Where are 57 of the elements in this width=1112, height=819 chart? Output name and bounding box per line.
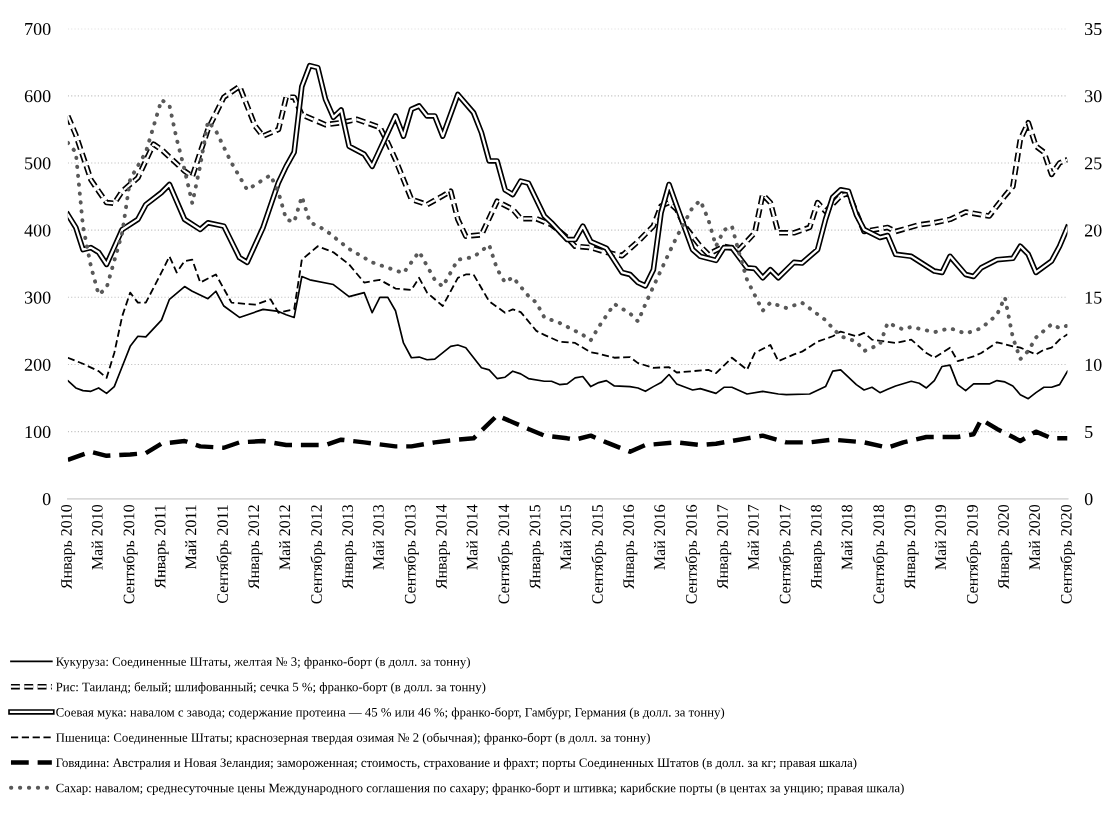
y-tick-label: 300 <box>24 291 51 304</box>
legend-label: Кукуруза: Соединенные Штаты, желтая № 3; франко-борт (в долл. за тонну) <box>56 656 470 669</box>
legend-label: Пшеница: Соединенные Штаты; краснозерная твердая озимая № 2 (обычная); франко-борт (в долл. за тонну) <box>56 732 650 745</box>
x-tick-label: Сентябрь 2019 <box>966 504 982 604</box>
line-series <box>67 97 1068 362</box>
x-tick-label: Сентябрь 2017 <box>778 504 794 604</box>
x-tick-label: Январь 2015 <box>529 504 544 590</box>
y2-tick-label: 5 <box>1085 426 1093 439</box>
y2-tick-label: 35 <box>1085 22 1102 36</box>
legend-label: Сахар: навалом; среднесуточные цены Международного соглашения по сахару; франко-борт и штивка; карибские порты (в центах за унцию; правая шкала) <box>56 783 904 795</box>
y-tick-label: 400 <box>24 224 51 237</box>
x-tick-label: Январь 2014 <box>435 504 450 590</box>
x-tick-label: Сентябрь 2016 <box>685 504 701 604</box>
y-tick-label: 0 <box>42 493 51 506</box>
x-tick-label: Май 2013 <box>372 504 384 570</box>
x-tick-label: Сентябрь 2014 <box>497 504 513 604</box>
x-tick-label: Май 2020 <box>1028 504 1040 570</box>
x-tick-label: Январь 2017 <box>717 504 732 590</box>
x-tick-label: Январь 2012 <box>248 505 263 590</box>
x-tick-label: Сентябрь 2011 <box>216 505 232 603</box>
y2-tick-label: 10 <box>1085 358 1102 371</box>
x-tick-label: Сентябрь 2013 <box>403 504 419 604</box>
y2-tick-label: 30 <box>1085 90 1102 103</box>
x-tick-label: Сентябрь 2015 <box>591 504 607 604</box>
line-series <box>67 413 1068 463</box>
x-tick-label: Май 2011 <box>185 505 197 570</box>
y2-tick-label: 0 <box>1084 493 1093 506</box>
x-tick-label: Сентябрь 2018 <box>872 504 888 604</box>
x-tick-label: Январь 2011 <box>154 505 169 589</box>
x-tick-label: Сентябрь 2020 <box>1060 504 1075 604</box>
x-tick-label: Сентябрь 2012 <box>310 505 326 604</box>
legend-label: Говядина: Австралия и Новая Зеландия; замороженная; стоимость, страхование и фрахт; порты Соединенных Штатов (в долл. за кг; правая шкала) <box>56 758 857 770</box>
x-tick-label: Январь 2010 <box>61 504 76 590</box>
x-tick-label: Май 2012 <box>279 505 291 570</box>
x-tick-label: Январь 2019 <box>904 504 919 590</box>
y-tick-label: 500 <box>25 157 51 170</box>
y2-tick-label: 25 <box>1084 157 1102 170</box>
x-tick-label: Май 2017 <box>747 504 759 570</box>
x-tick-label: Май 2014 <box>466 504 478 570</box>
y-tick-label: 200 <box>24 358 51 371</box>
y-tick-label: 100 <box>25 425 51 439</box>
x-tick-label: Январь 2016 <box>623 504 638 590</box>
y2-tick-label: 15 <box>1085 291 1102 304</box>
x-tick-label: Май 2016 <box>653 504 666 570</box>
x-tick-label: Январь 2013 <box>342 504 357 590</box>
x-tick-label: Май 2010 <box>91 504 103 570</box>
x-tick-label: Май 2015 <box>560 504 572 570</box>
x-tick-label: Сентябрь 2010 <box>122 504 138 604</box>
legend-label: Рис: Таиланд; белый; шлифованный; сечка 5 %; франко-борт (в долл. за тонну) <box>56 681 486 694</box>
x-tick-label: Январь 2020 <box>998 504 1013 590</box>
y-tick-label: 700 <box>25 22 51 36</box>
x-tick-label: Январь 2018 <box>810 504 825 590</box>
x-tick-label: Май 2018 <box>841 504 853 570</box>
y2-tick-label: 20 <box>1084 224 1102 237</box>
x-tick-label: Май 2019 <box>934 504 947 570</box>
legend-label: Соевая мука: навалом с завода; содержание протеина — 45 % или 46 %; франко-борт, Гамбург, Германия (в долл. за тонну) <box>56 707 725 720</box>
y-tick-label: 600 <box>24 90 51 103</box>
